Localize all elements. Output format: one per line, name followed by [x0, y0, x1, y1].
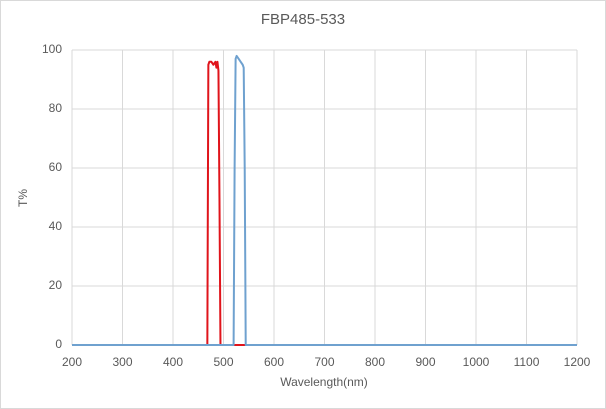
x-tick-label: 1200 [564, 355, 591, 369]
x-tick-label: 800 [365, 355, 385, 369]
series-line [72, 60, 577, 346]
x-tick-label: 700 [314, 355, 334, 369]
x-tick-label: 500 [213, 355, 233, 369]
y-tick-label: 0 [55, 337, 62, 351]
x-axis-label: Wavelength(nm) [280, 375, 368, 389]
x-tick-label: 200 [62, 355, 82, 369]
x-tick-label: 400 [163, 355, 183, 369]
y-axis-label: T% [16, 189, 30, 207]
y-tick-label: 100 [42, 42, 62, 56]
x-tick-label: 900 [415, 355, 435, 369]
x-tick-label: 300 [112, 355, 132, 369]
chart-title: FBP485-533 [261, 11, 345, 28]
y-tick-label: 80 [49, 101, 63, 115]
x-tick-label: 1000 [463, 355, 490, 369]
series-line [72, 54, 577, 346]
x-tick-label: 1100 [514, 355, 540, 369]
y-tick-label: 40 [49, 219, 63, 233]
y-tick-label: 60 [49, 160, 63, 174]
y-tick-label: 20 [49, 278, 63, 292]
x-tick-label: 600 [264, 355, 284, 369]
